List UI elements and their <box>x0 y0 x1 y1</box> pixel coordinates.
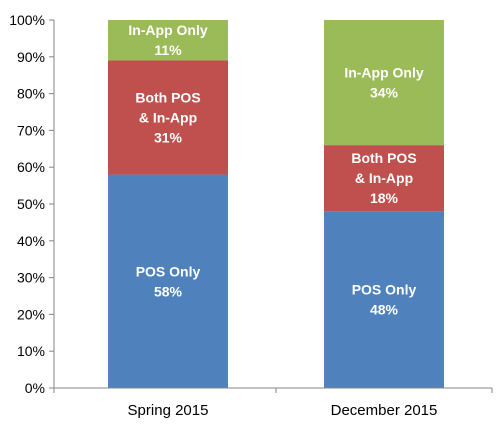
data-label: Both POS & In-App 31% <box>135 90 200 146</box>
data-label-line: Both POS <box>351 150 416 166</box>
data-label-line: POS Only <box>352 282 417 298</box>
data-label: In-App Only 34% <box>344 65 424 101</box>
bar-segment <box>324 211 444 388</box>
bar-segment <box>108 60 228 175</box>
data-label-line: & In-App <box>355 170 413 186</box>
data-label-line: Both POS <box>135 90 200 106</box>
bar-segment <box>324 145 444 212</box>
y-tick-label: 0% <box>25 380 45 396</box>
data-label-line: In-App Only <box>344 65 424 81</box>
bar-segment <box>324 20 444 146</box>
data-label-line: 18% <box>370 190 399 206</box>
data-label: POS Only 48% <box>352 282 417 318</box>
data-label-line: 48% <box>370 302 399 318</box>
data-label-line: 11% <box>154 42 182 58</box>
y-tick-label: 80% <box>17 86 45 102</box>
y-tick-label: 90% <box>17 49 45 65</box>
data-label-line: In-App Only <box>128 22 208 38</box>
data-label-line: & In-App <box>139 110 197 126</box>
y-tick-label: 40% <box>17 233 45 249</box>
x-category-label: December 2015 <box>331 402 438 419</box>
y-tick-label: 30% <box>17 270 45 286</box>
data-label: In-App Only 11% <box>128 22 208 58</box>
bar-segment <box>108 174 228 388</box>
data-label: POS Only 58% <box>136 263 201 299</box>
y-tick-label: 70% <box>17 122 45 138</box>
y-tick-label: 10% <box>17 343 45 359</box>
data-label-line: POS Only <box>136 263 201 279</box>
y-tick-label: 100% <box>9 12 45 28</box>
x-category-label: Spring 2015 <box>128 402 209 419</box>
bar-segment <box>108 20 228 61</box>
data-label-line: 58% <box>154 283 183 299</box>
y-tick-label: 60% <box>17 159 45 175</box>
data-label-line: 31% <box>154 130 183 146</box>
y-tick-label: 50% <box>17 196 45 212</box>
data-label-line: 34% <box>370 85 399 101</box>
data-label: Both POS & In-App 18% <box>351 150 416 206</box>
y-tick-label: 20% <box>17 306 45 322</box>
